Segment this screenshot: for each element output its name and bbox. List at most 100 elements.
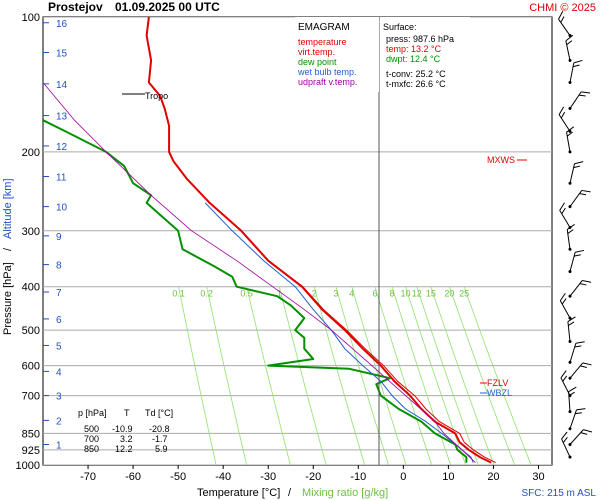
credit-text: CHMI © 2025 — [529, 2, 596, 14]
pressure-tick-label: 400 — [22, 282, 40, 294]
surface-dwpt: dwpt: 12.4 °C — [386, 54, 441, 64]
temp-tick-label: -30 — [260, 471, 276, 483]
pressure-tick-label: 500 — [22, 325, 40, 337]
mixing-ratio-line — [463, 286, 532, 465]
altitude-tick-label: 5 — [56, 341, 62, 352]
temp-tick-label: 10 — [442, 471, 454, 483]
altitude-tick-label: 12 — [56, 142, 68, 153]
temp-tick-label: 20 — [487, 471, 499, 483]
x-axis-sep: / — [288, 487, 292, 499]
altitude-tick-label: 16 — [56, 19, 68, 30]
temp-tick-label: 0 — [400, 471, 406, 483]
levels-table: p [hPa] T Td [°C] 500 -10.9 -20.8 700 3.… — [78, 408, 173, 454]
fzlv-label: FZLV — [487, 378, 508, 388]
legend-temperature: temperature — [298, 37, 347, 47]
pressure-tick-label: 200 — [22, 147, 40, 159]
altitude-tick-label: 10 — [56, 203, 68, 214]
altitude-tick-label: 6 — [56, 315, 62, 326]
altitude-tick-label: 4 — [56, 367, 62, 378]
mixing-ratio-line — [449, 286, 516, 465]
y-axis-sep: / — [2, 247, 14, 251]
mixing-ratio-label: 12 — [412, 289, 422, 299]
y-axis-title: Pressure [hPa] / Altitude [km] — [2, 178, 14, 335]
y-axis-title-alt: Altitude [km] — [2, 178, 14, 239]
altitude-tick-label: 8 — [56, 261, 62, 272]
pressure-tick-label: 100 — [22, 12, 40, 24]
altitude-tick-label: 14 — [56, 80, 68, 91]
table-cell: -1.7 — [152, 434, 168, 444]
mixing-ratio-label: 0.1 — [172, 289, 185, 299]
wind-barb — [566, 126, 575, 154]
x-axis-title-mix: Mixing ratio [g/kg] — [302, 487, 388, 499]
altitude-tick-label: 15 — [56, 48, 68, 59]
wind-barb — [565, 34, 574, 62]
legend: EMAGRAM temperature virt.temp. dew point… — [295, 17, 379, 92]
mixing-ratio-label: 0.5 — [240, 289, 253, 299]
mixing-ratio-label: 1 — [277, 289, 282, 299]
table-cell: 12.2 — [115, 444, 133, 454]
mixing-ratio-label: 25 — [459, 289, 469, 299]
table-cell: 500 — [84, 424, 99, 434]
surface-tconv: t-conv: 25.2 °C — [386, 69, 446, 79]
altitude-tick-label: 9 — [56, 232, 62, 243]
legend-virt-temp: virt.temp. — [298, 47, 335, 57]
table-cell: -10.9 — [112, 424, 133, 434]
wind-barb — [568, 279, 592, 298]
wind-barb-layer — [558, 11, 593, 459]
wind-barb — [568, 59, 583, 84]
y-axis-title-press: Pressure [hPa] — [2, 262, 14, 335]
wind-barb — [568, 341, 585, 364]
pressure-tick-label: 925 — [22, 445, 40, 457]
legend-wet-bulb: wet bulb temp. — [297, 67, 357, 77]
altitude-tick-label: 11 — [56, 172, 67, 183]
altitude-tick-label: 3 — [56, 392, 62, 403]
mixing-ratio-label: 10 — [401, 289, 411, 299]
mixing-ratio-label: 0.2 — [200, 289, 213, 299]
mixing-ratio-line — [246, 286, 291, 465]
mixing-ratio-label: 6 — [372, 289, 377, 299]
temp-tick-label: -20 — [305, 471, 321, 483]
pressure-tick-label: 600 — [22, 361, 40, 373]
pressure-tick-label: 850 — [22, 428, 40, 440]
mixing-ratio-line — [351, 286, 407, 465]
wind-barb — [568, 189, 591, 209]
wind-barb — [567, 316, 576, 343]
mixing-ratio-label: 2 — [312, 289, 317, 299]
station-title: Prostejov — [48, 0, 103, 14]
altitude-tick-label: 7 — [56, 288, 62, 299]
surface-title: Surface: — [383, 22, 417, 32]
pressure-tick-label: 300 — [22, 226, 40, 238]
pressure-tick-label: 700 — [22, 391, 40, 403]
wind-barb — [558, 11, 572, 38]
wind-barb — [558, 106, 572, 133]
mixing-ratio-line — [416, 286, 479, 465]
mixing-ratio-line — [178, 286, 217, 465]
wind-barb — [561, 431, 572, 459]
mixing-ratio-line — [206, 286, 248, 465]
temp-tick-label: -40 — [215, 471, 231, 483]
table-header-t: T — [124, 408, 130, 418]
wind-barb — [559, 202, 572, 229]
temp-tick-label: 30 — [532, 471, 544, 483]
mixing-ratio-label: 8 — [389, 289, 394, 299]
wind-barb — [568, 408, 586, 431]
table-cell: 850 — [84, 444, 99, 454]
mixing-ratio-line — [313, 286, 366, 465]
temp-tick-label: -10 — [350, 471, 366, 483]
wind-barb — [568, 249, 585, 274]
mixing-ratio-label: 4 — [349, 289, 354, 299]
mixing-ratio-line — [430, 286, 495, 465]
mixing-ratio-line — [335, 286, 389, 465]
mixing-ratio-line — [391, 286, 452, 465]
wind-barb — [568, 362, 592, 380]
table-cell: 700 — [84, 434, 99, 444]
surface-temp: temp: 13.2 °C — [386, 44, 442, 54]
surface-press: press: 987.6 hPa — [386, 34, 454, 44]
tropo-label: Tropo — [145, 91, 168, 101]
legend-title: EMAGRAM — [298, 22, 350, 33]
sfc-label: SFC: 215 m ASL — [522, 488, 597, 499]
mixing-ratio-line — [278, 286, 327, 465]
wind-barb — [566, 224, 575, 251]
table-header-p: p [hPa] — [78, 408, 107, 418]
